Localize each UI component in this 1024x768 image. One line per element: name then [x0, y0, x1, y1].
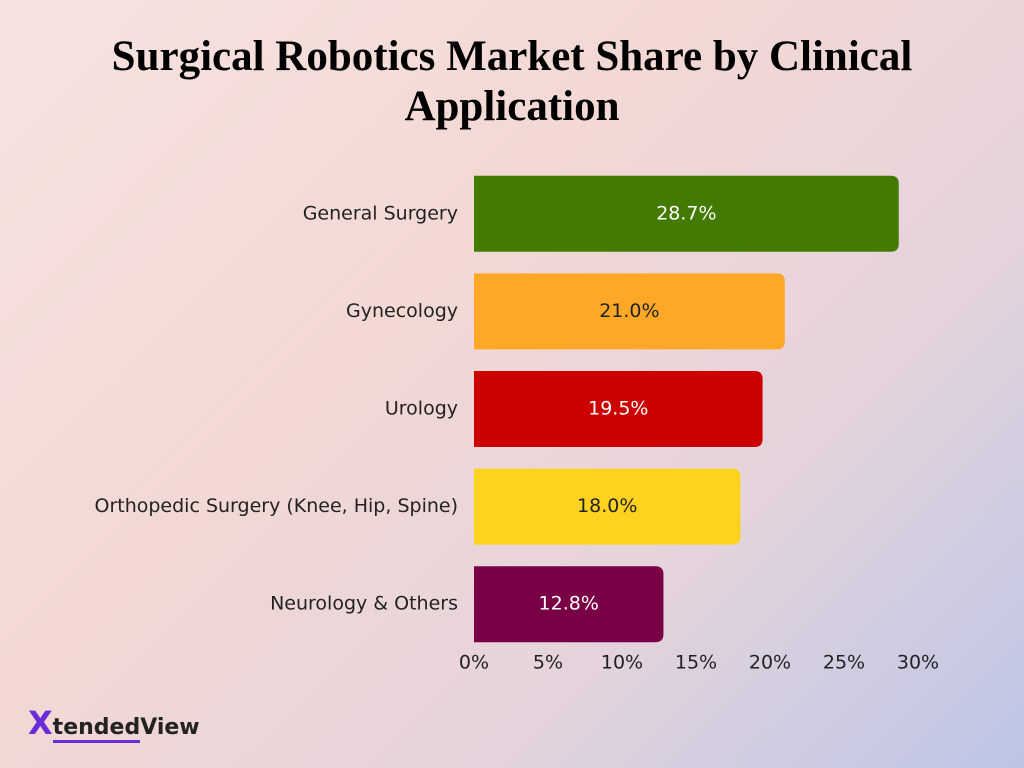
- value-label: 12.8%: [539, 593, 599, 615]
- value-label: 21.0%: [599, 300, 659, 322]
- x-tick-label: 30%: [897, 652, 939, 674]
- value-label: 19.5%: [588, 398, 648, 420]
- chart-title: Surgical Robotics Market Share by Clinic…: [111, 33, 913, 130]
- bar: [474, 175, 899, 252]
- y-tick-label: Urology: [385, 398, 458, 420]
- brand-text: tended: [52, 715, 141, 743]
- x-tick-label: 20%: [749, 652, 791, 674]
- x-tick-label: 5%: [533, 652, 563, 674]
- bar: [474, 566, 664, 643]
- y-tick-label: Orthopedic Surgery (Knee, Hip, Spine): [94, 495, 458, 517]
- y-tick-label: Neurology & Others: [270, 593, 458, 615]
- value-label: 28.7%: [656, 202, 716, 224]
- bar: [474, 371, 763, 447]
- x-tick-label: 25%: [823, 652, 865, 674]
- x-tick-label: 10%: [601, 652, 643, 674]
- x-tick-label: 0%: [459, 652, 489, 674]
- brand-mark: X: [28, 704, 53, 742]
- y-tick-label: General Surgery: [303, 202, 458, 224]
- value-label: 18.0%: [577, 495, 637, 517]
- x-tick-label: 15%: [675, 652, 717, 674]
- brand-logo: XtendedView: [28, 704, 200, 743]
- y-tick-label: Gynecology: [346, 300, 458, 322]
- bar: [474, 273, 785, 350]
- bar: [474, 468, 741, 545]
- brand-accent: View: [140, 715, 200, 740]
